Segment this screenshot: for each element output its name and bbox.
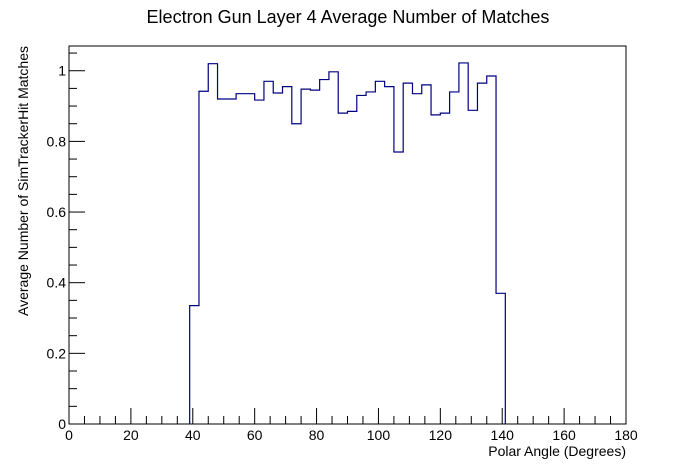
y-tick-label: 1 [58, 63, 66, 79]
histogram-bin [366, 92, 375, 424]
histogram-bin [329, 72, 338, 424]
histogram-bin [459, 63, 468, 424]
histogram-bin [255, 100, 264, 424]
histogram-bin [190, 306, 199, 424]
histogram-bin [310, 90, 319, 424]
x-axis-label: Polar Angle (Degrees) [488, 443, 626, 459]
histogram-bin [487, 76, 496, 424]
histogram-bin [403, 83, 412, 424]
histogram-bin [199, 91, 208, 424]
histogram-bin [431, 115, 440, 424]
histogram-series-line [189, 62, 506, 424]
histogram-bin [440, 113, 449, 424]
histogram-bin [218, 99, 227, 424]
x-tick-label: 180 [614, 427, 638, 443]
histogram-bin [385, 87, 394, 424]
histogram-bin [496, 293, 505, 424]
x-tick-label: 160 [552, 427, 576, 443]
histogram-bin [412, 94, 421, 424]
histogram-bin [292, 124, 301, 424]
histogram-bin [375, 81, 384, 424]
axis-ticks [68, 52, 627, 425]
x-tick-label: 60 [247, 427, 263, 443]
histogram-bin [283, 87, 292, 424]
histogram-bin [394, 152, 403, 424]
histogram-bin [357, 95, 366, 424]
plot-frame [68, 45, 627, 425]
x-tick-label: 40 [185, 427, 201, 443]
histogram-bin [227, 99, 236, 424]
histogram-bin [208, 64, 217, 424]
histogram-bin [450, 92, 459, 424]
y-tick-label: 0 [58, 416, 66, 432]
histogram-bin [338, 113, 347, 424]
x-tick-label: 0 [65, 427, 73, 443]
histogram-bin [273, 93, 282, 424]
histogram-bin [320, 80, 329, 424]
y-tick-label: 0.6 [47, 204, 67, 220]
histogram-bin [477, 83, 486, 424]
x-tick-label: 100 [367, 427, 391, 443]
x-tick-label: 120 [429, 427, 453, 443]
histogram-bin [422, 85, 431, 424]
histogram-bin [301, 89, 310, 424]
chart-title: Electron Gun Layer 4 Average Number of M… [147, 7, 550, 27]
histogram-bin [245, 94, 254, 424]
histogram-bin [236, 94, 245, 424]
x-tick-label: 20 [123, 427, 139, 443]
histogram-bin [348, 111, 357, 424]
y-axis-label: Average Number of SimTrackerHit Matches [15, 46, 31, 316]
y-tick-label: 0.2 [47, 345, 67, 361]
histogram-bin [264, 81, 273, 424]
histogram-bin [468, 110, 477, 424]
axis-tick-labels: 0 20 40 60 80 100 120 140 160 180 0 0.2 0.4 0.6 0.8 1 [47, 63, 638, 443]
x-tick-label: 80 [309, 427, 325, 443]
y-tick-label: 0.4 [47, 275, 67, 291]
x-tick-label: 140 [491, 427, 515, 443]
histogram-bins [190, 63, 506, 424]
y-tick-label: 0.8 [47, 133, 67, 149]
